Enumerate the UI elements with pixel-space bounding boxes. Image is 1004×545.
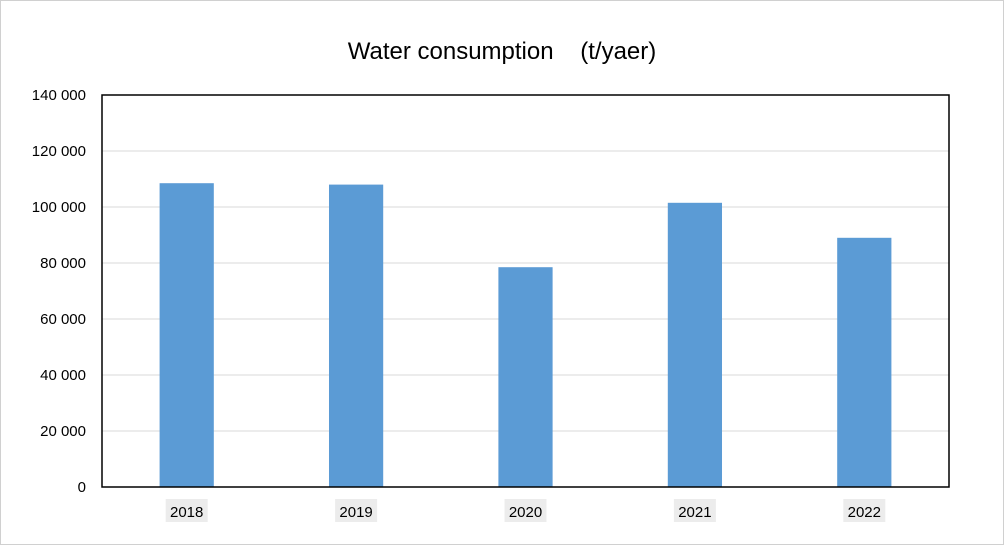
y-tick-label: 100 000 [32,199,86,216]
chart-title: Water consumption (t/yaer) [347,38,657,65]
y-tick-label: 120 000 [32,143,86,160]
bar-2021 [667,202,723,488]
bar-2020 [498,267,553,487]
y-tick-label: 140 000 [32,87,86,104]
y-axis-ticks: 0 20 000 40 000 60 000 80 000 100 000 120 000 1… [32,87,86,496]
x-label-background [673,499,716,522]
x-tick-label-2022: 2022 [848,504,881,521]
y-tick-label: 60 000 [40,311,86,328]
x-label-background [165,499,208,522]
bars [159,183,892,488]
bar-2018 [159,183,214,487]
y-tick-label: 0 [78,479,86,496]
bar-2019 [328,184,384,487]
x-label-background [504,499,547,522]
y-tick-label: 20 000 [40,423,86,440]
x-tick-label-2018: 2018 [170,504,203,521]
x-tick-label-2021: 2021 [678,504,711,521]
plot-area-border [101,94,950,488]
y-tick-label: 40 000 [40,367,86,384]
x-label-background [335,499,378,522]
x-tick-label-2020: 2020 [509,504,542,521]
y-tick-label: 80 000 [40,255,86,272]
x-label-background [843,499,886,522]
x-axis-labels: 2018 2019 2020 2021 2022 [165,499,886,522]
x-tick-label-2019: 2019 [339,504,372,521]
bar-2022 [837,237,892,487]
